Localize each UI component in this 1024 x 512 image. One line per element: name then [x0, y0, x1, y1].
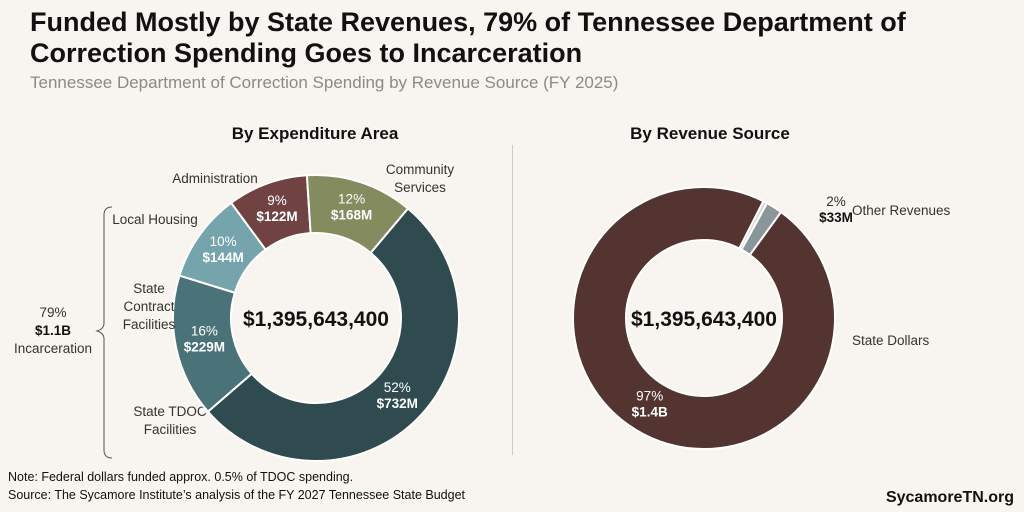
incarceration-bracket: 79% $1.1B Incarceration [14, 206, 113, 459]
bracket-pct: 79% [39, 305, 66, 320]
chart-title: Funded Mostly by State Revenues, 79% of … [30, 7, 906, 68]
panel-title-revenue: By Revenue Source [630, 124, 790, 143]
slice-label-community-services: Community Services [386, 162, 455, 195]
slice-other-revenues [740, 201, 783, 257]
center-total-2: $1,395,643,400 [631, 308, 777, 331]
slice-pct-state-tdoc-facilities: 52% [384, 380, 411, 395]
center-total-1: $1,395,643,400 [243, 308, 389, 331]
slice-amount-community-services: $168M [331, 208, 372, 223]
slice-amount-state-dollars: $1.4B [632, 405, 668, 420]
slice-label-local-housing: Local Housing [112, 212, 198, 227]
slice-amount-state-contract-facilities: $229M [184, 339, 225, 354]
slice-amount-administration: $122M [256, 209, 297, 224]
slice-pct-state-dollars: 97% [636, 389, 663, 404]
slice-label-administration: Administration [172, 171, 258, 186]
slice-amount-state-tdoc-facilities: $732M [377, 396, 418, 411]
slice-pct-administration: 9% [267, 193, 287, 208]
slice-label-state-dollars: State Dollars [852, 333, 930, 348]
slice-amount-local-housing: $144M [202, 250, 243, 265]
slice-community-services [305, 174, 410, 255]
chart-subtitle: Tennessee Department of Correction Spend… [30, 73, 619, 92]
slice-pct-community-services: 12% [338, 192, 365, 207]
panel-divider [512, 145, 513, 455]
bracket-label: Incarceration [14, 341, 92, 356]
panel-title-expenditure: By Expenditure Area [231, 124, 399, 143]
bracket-amount: $1.1B [35, 323, 71, 338]
brand-link[interactable]: SycamoreTN.org [885, 489, 1014, 506]
slice-pct-state-contract-facilities: 16% [191, 323, 218, 338]
footnote: Note: Federal dollars funded approx. 0.5… [8, 470, 354, 484]
slice-label-state-contract-facilities: State Contract Facilities [123, 281, 176, 332]
slice-label-other-revenues: Other Revenues [852, 203, 951, 218]
slice-amount-other-revenues: $33M [819, 210, 853, 225]
slice-pct-other-revenues: 2% [826, 194, 846, 209]
slice-state-tdoc-facilities [206, 207, 460, 462]
donut-revenue: 97%$1.4B State Dollars 2%$33M Other Revenue… [572, 186, 951, 450]
donut-expenditure: 52%$732M State TDOC Facilities 16%$229M Stat… [112, 162, 460, 462]
bracket-line [95, 206, 113, 459]
slice-pct-local-housing: 10% [210, 234, 237, 249]
slice-label-state-tdoc-facilities: State TDOC Facilities [133, 404, 207, 437]
slice-state-dollars [572, 186, 836, 450]
source-note: Source: The Sycamore Institute’s analysi… [8, 488, 465, 502]
